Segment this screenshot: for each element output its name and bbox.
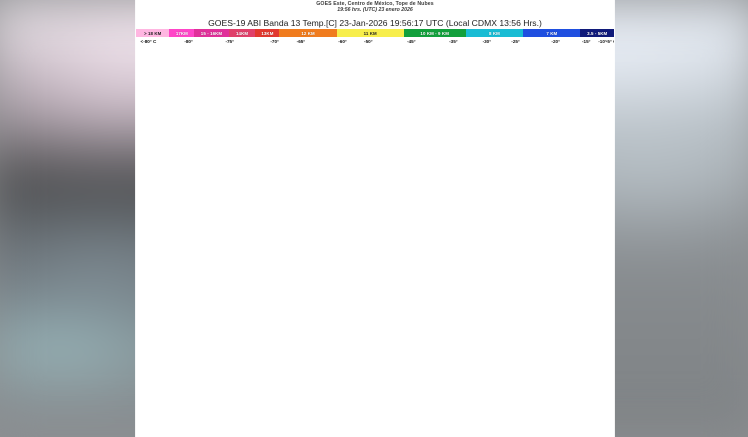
temperature-tick-label: -35°	[449, 39, 458, 44]
time-line: 19:56 hrs. (UTC) 23 enero 2026	[337, 7, 413, 13]
temperature-tick-label: -50°	[364, 39, 373, 44]
figure-header: GOES Este, Centro de México, Tope de Nub…	[136, 0, 614, 29]
color-scale-segment: 3.5 - 5KM	[580, 29, 614, 37]
temperature-tick-label: -80°	[184, 39, 193, 44]
color-scale-segment: 8 KM	[465, 29, 524, 37]
color-scale-segment: 13KM	[255, 29, 280, 37]
figure-title: GOES-19 ABI Banda 13 Temp.[C] 23-Jan-202…	[208, 18, 542, 28]
temperature-tick-label: -70°	[270, 39, 279, 44]
temperature-tick-label: -5° C	[605, 39, 614, 44]
temperature-tick-label: -60°	[338, 39, 347, 44]
temperature-tick-label: <-80° C	[140, 39, 157, 44]
temperature-tick-label: -20°	[551, 39, 560, 44]
color-scale-segment: 17KM	[169, 29, 195, 37]
temperature-tick-label: -25°	[511, 39, 520, 44]
color-scale-segment: 12 KM	[279, 29, 337, 37]
temperature-tick-label: -45°	[407, 39, 416, 44]
color-scale-segment: 11 KM	[336, 29, 404, 37]
color-scale-segment: 14KM	[228, 29, 256, 37]
color-scale-bar: > 18 KM 17KM 15 - 16KM 14KM 13KM 12 KM 11 KM 10…	[136, 29, 614, 37]
temperature-tick-label: -30°	[482, 39, 492, 44]
color-scale-segment: 7 KM	[523, 29, 581, 37]
temperature-tick-row: <-80° C -80° -75° -70° -65° -60° -50° -45° -35° -…	[136, 37, 614, 46]
satellite-image-panel: GOES Este, Centro de México, Tope de Nub…	[136, 0, 614, 437]
color-scale-segment: > 18 KM	[136, 29, 170, 37]
temperature-tick-label: -15°	[582, 39, 591, 44]
temperature-tick-label: -10°	[598, 39, 607, 44]
temperature-tick-label: -65°	[296, 39, 306, 44]
color-scale-segment: 10 KM - 9 KM	[403, 29, 466, 37]
color-scale-segment: 15 - 16KM	[194, 29, 229, 37]
source-line: GOES Este, Centro de México, Tope de Nub…	[316, 1, 434, 7]
temperature-tick-label: -75°	[225, 39, 234, 44]
